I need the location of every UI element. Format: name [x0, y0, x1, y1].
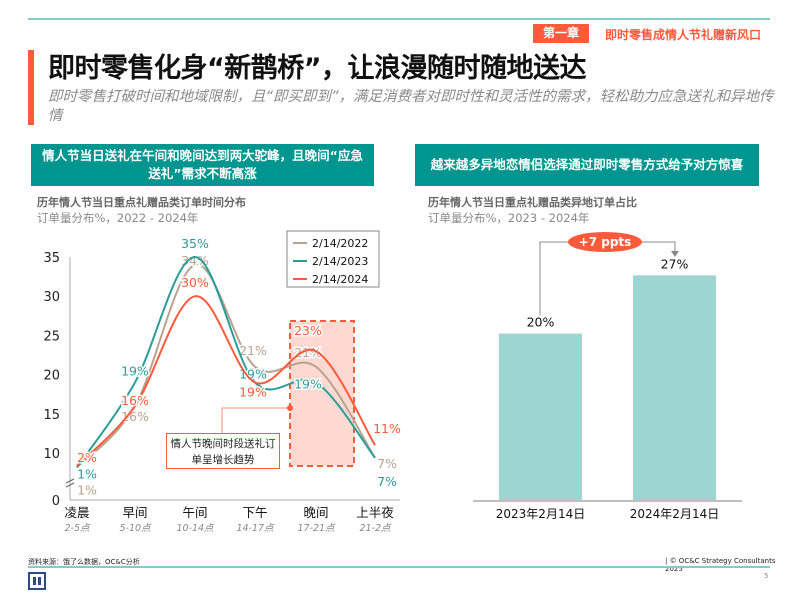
data-label: 7% [377, 474, 397, 489]
data-label: 1% [77, 466, 97, 481]
x-tick-label: 晚间 [303, 505, 328, 520]
left-chart-subtitle: 订单量分布%，2022 - 2024年 [37, 211, 199, 225]
legend-label: 2/14/2022 [312, 237, 368, 250]
y-tick-label: 25 [43, 329, 60, 344]
legend-label: 2/14/2023 [312, 255, 368, 268]
data-label: 19% [239, 366, 267, 381]
x-tick-sublabel: 17-21点 [297, 523, 336, 534]
page-subtitle: 即时零售打破时间和地域限制，且“即买即到”，满足消费者对即时性和灵活性的需求，轻… [48, 89, 774, 124]
data-label: 21% [294, 345, 322, 360]
bar-value-label: 27% [661, 256, 689, 271]
x-tick-label: 午间 [182, 505, 207, 520]
legend-box [286, 230, 380, 288]
evening-highlight-box [289, 320, 355, 467]
legend-label: 2/14/2024 [312, 273, 368, 286]
x-tick-sublabel: 14-17点 [236, 523, 275, 534]
occ-logo-icon [28, 572, 46, 590]
bottom-divider [28, 566, 770, 568]
y-tick-label: 35 [43, 251, 60, 266]
x-tick-sublabel: 2-5点 [64, 523, 91, 534]
data-label: 11% [373, 421, 401, 436]
data-label: 21% [239, 343, 267, 358]
title-accent-bar [28, 50, 34, 125]
x-tick-label: 下午 [242, 505, 267, 520]
x-tick-sublabel: 10-14点 [176, 523, 215, 534]
callout-dot [287, 405, 293, 411]
right-chart-title: 历年情人节当日重点礼赠品类异地订单占比 [428, 196, 637, 209]
data-label: 16% [121, 393, 149, 408]
delta-badge: +7 ppts [568, 232, 642, 252]
data-label: 35% [181, 236, 209, 251]
data-label: 19% [121, 363, 149, 378]
delta-connector [539, 241, 676, 315]
x-tick-sublabel: 21-2点 [359, 523, 392, 534]
source-note: 资料来源：饿了么数据，OC&C分析 [28, 558, 140, 566]
callout-connector [221, 407, 290, 433]
data-label: 30% [181, 275, 209, 290]
evening-callout: 情人节晚间时段送礼订单呈增长趋势 [166, 433, 280, 469]
bar [499, 333, 582, 500]
data-label: 23% [294, 323, 322, 338]
left-banner: 情人节当日送礼在午间和晚间达到两大驼峰，且晚间“应急送礼”需求不断高涨 [31, 144, 374, 186]
data-label: 34% [181, 253, 209, 268]
data-label: 2% [77, 450, 97, 465]
x-tick-label: 2023年2月14日 [496, 507, 585, 521]
x-tick-label: 凌晨 [64, 505, 90, 520]
copyright: | © OC&C Strategy Consultants 2025 [665, 557, 776, 573]
left-chart-title: 历年情人节当日重点礼赠品类订单时间分布 [37, 196, 246, 209]
bar [633, 275, 716, 500]
x-tick-sublabel: 5-10点 [119, 523, 152, 534]
data-label: 19% [239, 384, 267, 399]
arrow-down-icon [671, 251, 679, 257]
right-banner: 越来越多异地恋情侣选择通过即时零售方式给予对方惊喜 [415, 144, 759, 186]
right-chart-subtitle: 订单量分布%，2023 - 2024年 [428, 211, 590, 225]
chapter-tag: 第一章 [533, 24, 590, 43]
x-tick-label: 2024年2月14日 [630, 507, 719, 521]
x-tick-label: 早间 [122, 505, 147, 520]
bar-value-label: 20% [527, 315, 555, 330]
page-number: 5 [764, 572, 769, 580]
data-label: 16% [121, 409, 149, 424]
y-tick-label: 15 [43, 408, 60, 423]
data-label: 1% [77, 482, 97, 497]
data-label: 19% [294, 376, 322, 391]
y-tick-label: 0 [52, 494, 60, 509]
page-title: 即时零售化身“新鹊桥”，让浪漫随时随地送达 [48, 53, 587, 84]
series-line-2/14/2024 [76, 295, 376, 467]
y-tick-label: 20 [43, 369, 60, 384]
data-label: 7% [377, 456, 397, 471]
y-tick-label: 30 [43, 290, 60, 305]
series-line-2/14/2023 [76, 255, 376, 468]
axis-break-icon [65, 478, 75, 488]
top-divider [28, 18, 770, 20]
y-tick-label: 10 [43, 447, 60, 462]
x-tick-label: 上半夜 [356, 505, 394, 520]
chapter-title: 即时零售成情人节礼赠新风口 [605, 28, 762, 42]
